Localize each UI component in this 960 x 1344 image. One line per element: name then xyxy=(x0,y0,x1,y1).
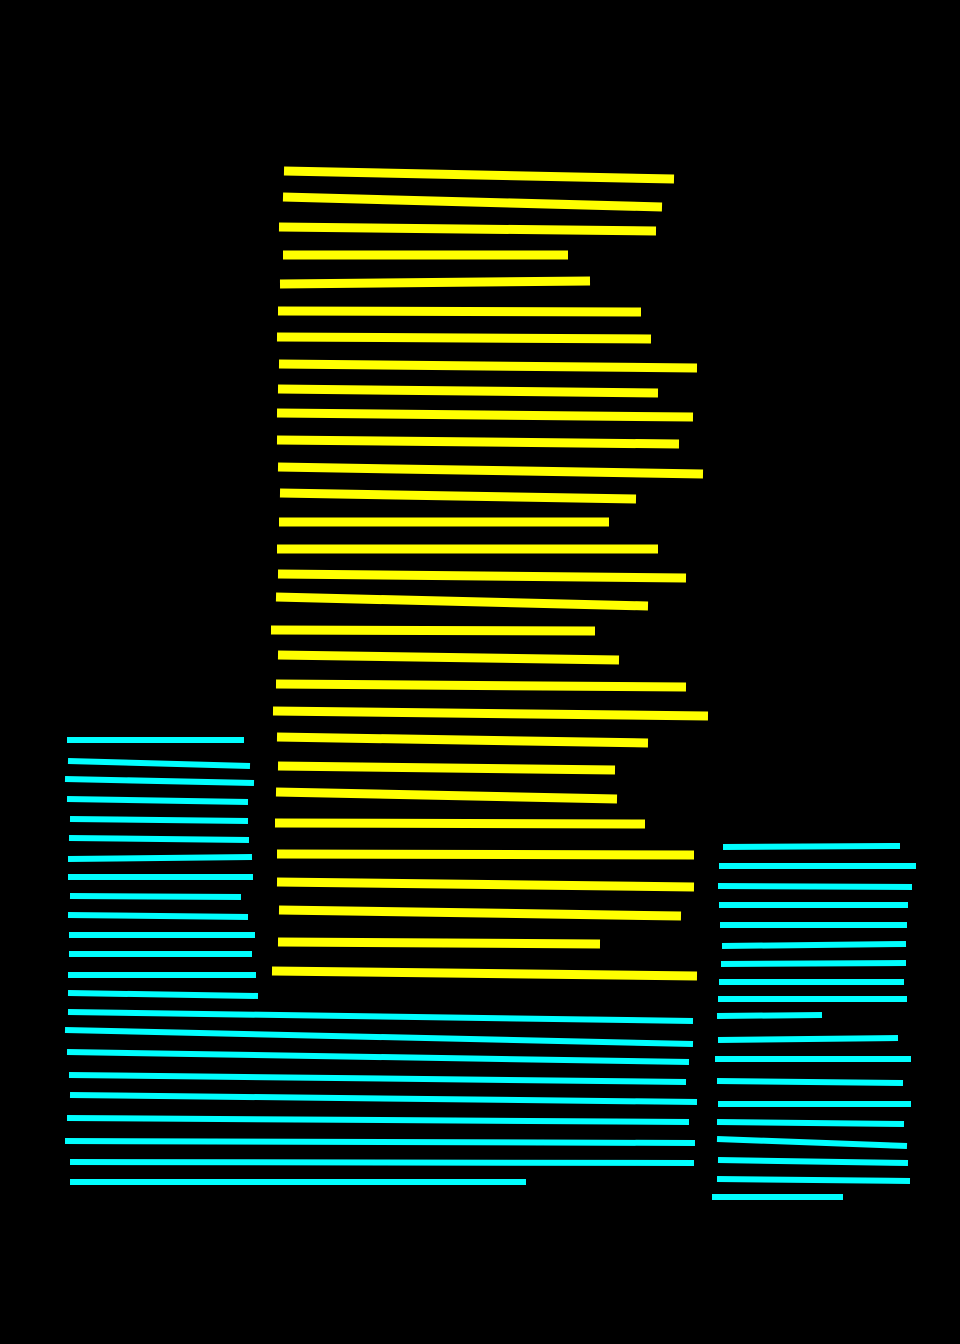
yellow-stripe-20 xyxy=(275,679,687,692)
cyan-stripe-right-18 xyxy=(716,1176,911,1184)
yellow-stripe-29 xyxy=(277,937,601,949)
yellow-stripe-column xyxy=(270,166,709,981)
yellow-stripe-12 xyxy=(277,462,704,479)
yellow-stripe-1 xyxy=(283,166,675,184)
cyan-stripe-right-6 xyxy=(721,941,907,949)
cyan-stripe-left-22 xyxy=(69,1159,695,1166)
cyan-stripe-left-18 xyxy=(68,1072,687,1085)
cyan-stripe-left-block xyxy=(64,737,698,1185)
yellow-stripe-24 xyxy=(275,787,618,804)
cyan-stripe-left-17 xyxy=(66,1049,690,1065)
cyan-stripe-left-21 xyxy=(64,1138,696,1146)
yellow-stripe-6 xyxy=(277,306,642,317)
yellow-stripe-13 xyxy=(279,488,637,504)
yellow-stripe-22 xyxy=(276,732,649,748)
cyan-stripe-right-13 xyxy=(716,1078,904,1086)
yellow-stripe-30 xyxy=(271,966,698,981)
cyan-stripe-right-15 xyxy=(716,1119,905,1127)
cyan-stripe-left-4 xyxy=(66,796,249,805)
yellow-stripe-28 xyxy=(278,905,682,921)
cyan-stripe-left-6 xyxy=(68,835,250,843)
cyan-stripe-left-5 xyxy=(69,816,249,824)
yellow-stripe-17 xyxy=(275,592,649,611)
cyan-stripe-left-9 xyxy=(69,893,242,900)
cyan-stripe-left-10 xyxy=(67,912,249,920)
cyan-stripe-right-11 xyxy=(717,1035,899,1043)
yellow-stripe-7 xyxy=(276,332,652,344)
yellow-stripe-27 xyxy=(276,877,695,892)
cyan-stripe-left-19 xyxy=(69,1092,698,1105)
yellow-stripe-5 xyxy=(279,276,591,289)
cyan-stripe-right-16 xyxy=(716,1136,908,1149)
cyan-stripe-right-10 xyxy=(716,1012,823,1019)
yellow-stripe-8 xyxy=(278,359,698,373)
cyan-stripe-right-17 xyxy=(717,1157,909,1166)
yellow-stripe-11 xyxy=(276,435,680,449)
cyan-stripe-left-2 xyxy=(67,758,251,769)
cyan-stripe-right-1 xyxy=(722,843,901,850)
yellow-stripe-21 xyxy=(272,706,709,721)
yellow-stripe-3 xyxy=(278,222,657,236)
cyan-stripe-right-column xyxy=(712,843,916,1200)
cyan-stripe-left-16 xyxy=(64,1027,694,1047)
yellow-stripe-26 xyxy=(276,849,695,860)
yellow-stripe-18 xyxy=(270,625,596,636)
yellow-stripe-9 xyxy=(277,384,659,398)
cyan-stripe-left-7 xyxy=(67,854,253,862)
yellow-stripe-25 xyxy=(274,818,646,829)
yellow-stripe-2 xyxy=(282,192,663,212)
yellow-stripe-10 xyxy=(276,408,694,422)
cyan-stripe-left-3 xyxy=(64,776,255,786)
yellow-stripe-19 xyxy=(277,650,620,665)
cyan-stripe-left-15 xyxy=(67,1009,694,1024)
yellow-stripe-23 xyxy=(277,761,616,775)
yellow-stripe-16 xyxy=(277,569,687,583)
cyan-stripe-right-3 xyxy=(717,883,913,890)
cyan-stripe-left-20 xyxy=(66,1115,690,1125)
cyan-stripe-right-7 xyxy=(720,960,907,967)
cyan-stripe-left-14 xyxy=(67,990,259,999)
